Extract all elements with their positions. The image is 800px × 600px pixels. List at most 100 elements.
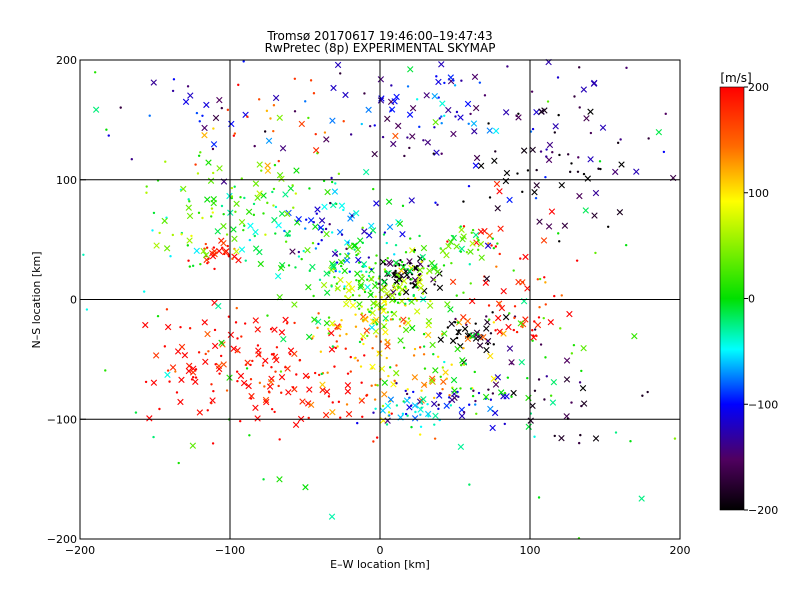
data-point-520 [158,407,161,411]
data-point-538 [236,379,239,383]
data-point-515 [361,415,364,418]
data-point-901 [498,304,506,312]
data-point-864 [498,252,501,256]
x-axis-ticks: −200 −100 0 100 200 [65,533,691,557]
data-point-242 [363,290,367,294]
data-point-518 [245,382,252,390]
data-point-1239 [429,341,436,349]
data-point-1002 [536,218,543,225]
y-axis-label: N–S location [km] [30,251,43,348]
data-point-875 [540,237,548,244]
data-point-888 [544,303,547,306]
data-point-400 [343,257,351,264]
data-point-280 [374,262,377,265]
data-point-992 [450,130,457,138]
data-point-1334 [673,437,677,440]
data-point-918 [515,330,519,334]
data-point-252 [395,273,399,276]
data-point-314 [262,212,265,215]
data-point-1311 [459,387,462,390]
data-point-1193 [506,345,514,352]
data-point-1262 [598,160,602,163]
data-point-835 [426,402,429,406]
data-point-1228 [459,357,466,364]
data-point-346 [187,198,190,201]
data-point-1292 [142,290,146,293]
data-point-410 [317,242,320,246]
data-point-458 [171,233,175,237]
data-point-547 [335,340,338,343]
data-point-1211 [469,332,476,340]
data-point-989 [534,196,538,200]
data-point-419 [334,269,337,273]
data-point-89 [483,325,490,332]
data-point-505 [164,160,167,163]
data-point-1182 [529,402,536,409]
data-point-140 [349,302,357,309]
data-point-881 [543,276,546,279]
data-point-1254 [92,106,100,113]
data-point-301 [294,219,301,226]
data-point-20 [419,272,422,276]
data-point-1261 [320,372,323,376]
data-point-820 [420,396,427,403]
data-point-936 [438,61,445,68]
data-point-388 [324,227,328,231]
data-point-704 [442,369,449,376]
data-point-506 [266,201,269,205]
data-point-573 [268,391,271,394]
data-point-510 [207,177,215,184]
data-point-1008 [408,146,411,150]
data-point-368 [354,270,361,277]
data-point-295 [312,223,319,230]
data-point-542 [238,419,242,423]
data-point-421 [399,230,406,238]
data-point-1062 [406,111,414,118]
data-point-582 [190,378,194,381]
data-point-926 [457,114,464,121]
data-point-139 [371,282,379,290]
data-point-1093 [388,106,396,113]
data-point-153 [400,277,408,285]
data-point-1077 [453,84,457,87]
data-point-218 [357,307,361,310]
data-point-667 [186,362,193,370]
data-point-643 [327,395,331,398]
data-point-937 [422,139,425,142]
data-point-874 [497,225,504,232]
data-point-1312 [457,321,460,324]
data-point-665 [254,326,261,333]
data-point-1229 [473,370,476,374]
data-point-395 [370,268,373,271]
data-point-1009 [467,184,471,188]
data-point-1189 [510,389,517,397]
grid-lines [80,60,680,539]
data-point-283 [357,279,361,283]
data-point-608 [317,312,320,315]
colorbar-tick-label-4: −200 [748,504,778,517]
data-point-383 [304,247,311,254]
data-point-1054 [515,114,522,121]
data-point-246 [343,287,346,290]
data-point-959 [455,110,459,114]
data-point-803 [448,396,456,404]
data-point-333 [333,275,336,279]
data-point-488 [240,177,244,180]
data-point-460 [185,204,192,211]
data-point-1161 [447,238,455,246]
data-point-1265 [432,119,439,126]
data-point-623 [197,351,201,354]
data-point-238 [360,261,368,268]
data-point-593 [175,391,179,394]
data-point-556 [284,365,291,372]
data-point-765 [420,381,428,388]
data-point-927 [339,72,342,75]
data-point-772 [458,412,466,420]
data-point-951 [539,150,543,153]
data-point-408 [361,228,368,235]
data-point-178 [389,292,396,299]
data-point-491 [145,191,148,194]
data-point-367 [191,264,195,268]
data-point-1227 [477,333,480,336]
